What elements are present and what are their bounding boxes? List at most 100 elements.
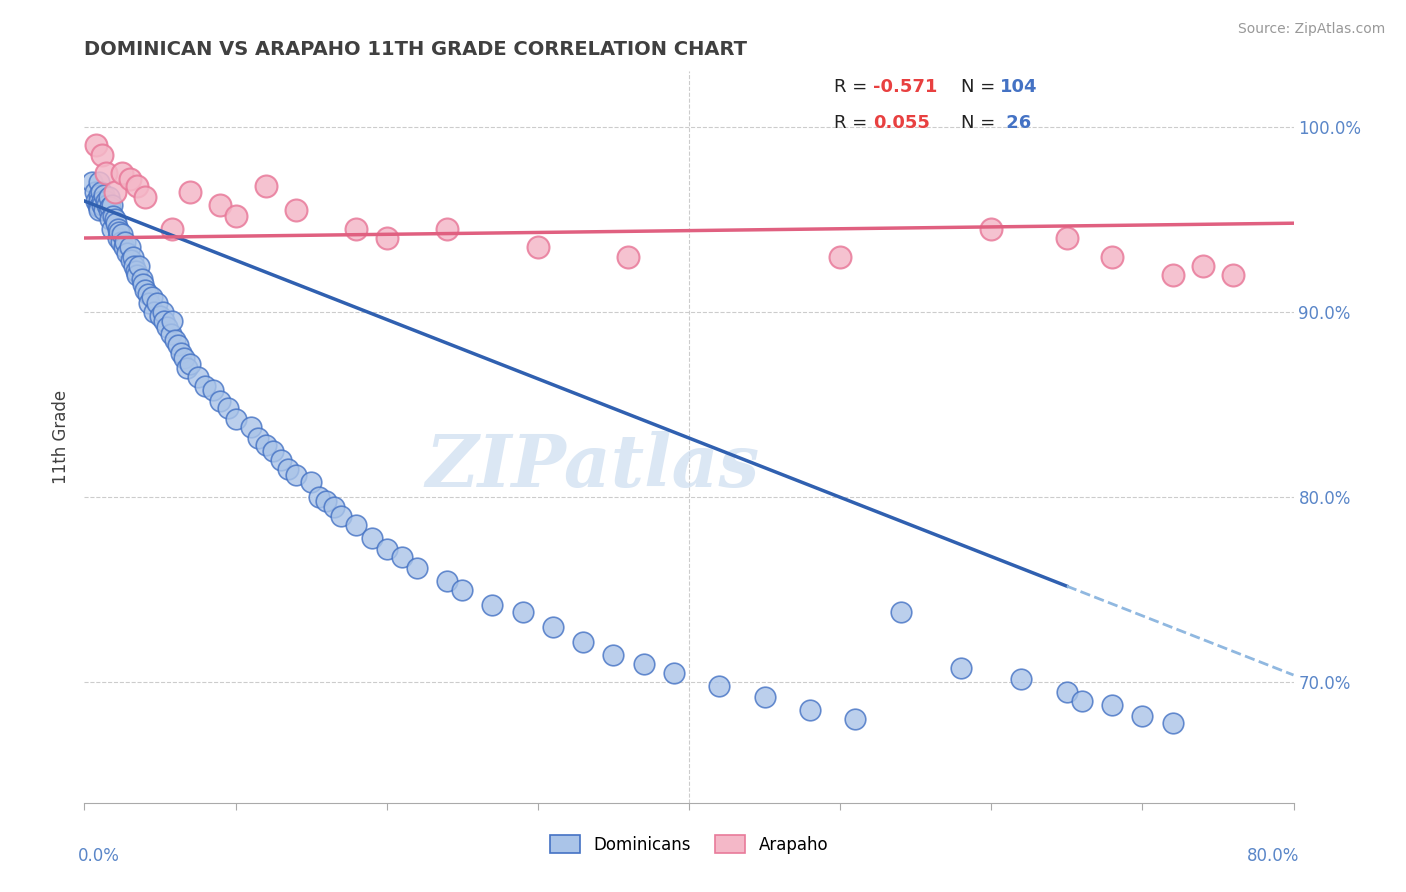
Point [127,268,149,282]
Point [167,338,190,352]
Point [980,221,1002,235]
Point [121,250,143,264]
Point [100,221,122,235]
Point [754,690,776,705]
Point [262,444,284,458]
Point [112,240,135,254]
Point [149,309,172,323]
Point [572,634,595,648]
Point [201,383,224,397]
Point [91,194,114,208]
Point [94,194,117,208]
Point [120,253,142,268]
Point [153,314,176,328]
Point [170,346,193,360]
Point [173,351,195,366]
Point [138,295,160,310]
Point [156,319,179,334]
Point [89,176,111,190]
Text: 0.0%: 0.0% [79,847,120,864]
Point [93,203,115,218]
Point [111,227,134,242]
Point [122,259,145,273]
Point [709,679,731,693]
Point [93,188,115,202]
Point [360,531,382,545]
Point [94,166,117,180]
Point [165,333,187,347]
Point [451,582,474,597]
Point [330,508,353,523]
Point [322,500,344,514]
Point [108,226,131,240]
Point [107,231,129,245]
Point [633,657,655,671]
Point [225,412,247,426]
Text: 104: 104 [1000,78,1038,96]
Text: 26: 26 [1000,113,1031,131]
Point [105,216,128,230]
Text: N =: N = [962,113,1001,131]
Point [101,209,124,223]
Point [104,185,127,199]
Point [662,666,685,681]
Point [97,190,120,204]
Text: Source: ZipAtlas.com: Source: ZipAtlas.com [1237,22,1385,37]
Point [209,394,232,409]
Text: 80.0%: 80.0% [1247,847,1299,864]
Point [346,221,368,235]
Point [87,197,110,211]
Point [100,197,122,211]
Point [115,245,138,260]
Point [254,179,277,194]
Point [86,194,108,208]
Point [375,231,398,245]
Text: R =: R = [834,113,873,131]
Point [1056,231,1078,245]
Point [98,200,121,214]
Point [1101,698,1123,712]
Point [617,250,640,264]
Point [1071,694,1094,708]
Point [285,203,308,218]
Point [125,264,148,278]
Text: N =: N = [962,78,1001,96]
Point [160,314,183,328]
Point [179,357,201,371]
Point [1101,250,1123,264]
Legend: Dominicans, Arapaho: Dominicans, Arapaho [543,829,835,860]
Point [89,203,111,218]
Point [89,194,111,208]
Point [142,305,165,319]
Point [134,283,156,297]
Point [91,147,114,161]
Point [308,490,330,504]
Point [1056,684,1078,698]
Point [127,179,149,194]
Point [118,171,141,186]
Point [481,598,503,612]
Point [89,188,111,202]
Point [152,305,174,319]
Point [131,272,153,286]
Point [136,286,159,301]
Point [160,221,183,235]
Y-axis label: 11th Grade: 11th Grade [52,390,70,484]
Point [436,574,458,588]
Text: 0.055: 0.055 [873,113,929,131]
Point [80,176,103,190]
Point [1011,672,1033,686]
Point [98,212,121,227]
Point [176,360,198,375]
Point [315,494,337,508]
Point [1161,268,1184,282]
Point [602,648,624,662]
Point [84,185,107,199]
Point [1130,708,1153,723]
Point [844,713,866,727]
Point [799,703,821,717]
Point [950,660,973,674]
Point [146,295,169,310]
Point [406,560,429,574]
Point [96,197,118,211]
